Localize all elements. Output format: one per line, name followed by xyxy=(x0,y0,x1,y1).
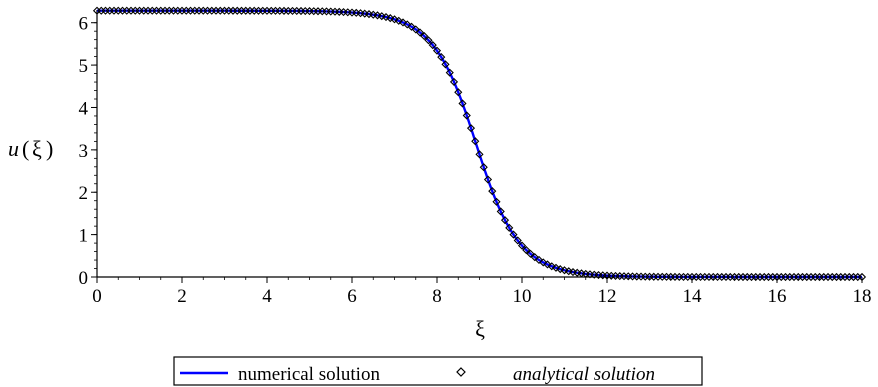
series-numerical-line xyxy=(97,9,862,279)
x-tick-label: 10 xyxy=(513,286,532,307)
x-tick-label: 4 xyxy=(262,286,272,307)
series-analytical-point xyxy=(437,53,446,62)
legend: numerical solution analytical solution xyxy=(173,356,703,386)
series-analytical-point xyxy=(394,16,403,25)
series-analytical-point xyxy=(398,18,408,27)
series-analytical-point xyxy=(488,187,497,196)
legend-label-analytical: analytical solution xyxy=(513,364,655,385)
y-tick-label: 5 xyxy=(79,56,89,77)
series-analytical-point xyxy=(475,150,484,159)
x-tick-label: 18 xyxy=(853,286,872,307)
series-analytical-point xyxy=(534,255,544,265)
y-tick-label: 4 xyxy=(79,98,89,119)
series-analytical-point xyxy=(449,77,459,87)
y-tick-label: 6 xyxy=(79,14,89,35)
series-analytical-point xyxy=(441,60,450,69)
series-analytical-point xyxy=(560,266,569,275)
series-analytical-point xyxy=(411,25,420,34)
legend-box xyxy=(173,356,703,386)
series-analytical-point xyxy=(428,41,437,50)
series-analytical-point xyxy=(407,22,416,31)
x-tick-label: 6 xyxy=(347,286,357,307)
series-analytical-point xyxy=(505,223,514,232)
series-analytical-point xyxy=(415,28,425,37)
series-analytical-point xyxy=(530,253,539,262)
series-analytical-point xyxy=(432,46,442,55)
x-axis-title: ξ xyxy=(475,316,485,341)
y-tick-label: 1 xyxy=(79,226,89,247)
series-analytical-point xyxy=(403,20,412,29)
series-analytical-point xyxy=(517,241,527,250)
x-tick-label: 2 xyxy=(177,286,187,307)
series-analytical-point xyxy=(547,262,556,271)
y-axis-title-var: ξ xyxy=(32,136,42,161)
legend-label-numerical: numerical solution xyxy=(238,364,380,385)
y-axis-title-func: u xyxy=(8,136,19,161)
series-analytical-point xyxy=(539,258,548,267)
series-analytical-point xyxy=(500,216,510,225)
y-tick-label: 2 xyxy=(79,183,89,204)
series-analytical-point xyxy=(420,32,429,41)
series-analytical-point xyxy=(462,111,471,120)
series-analytical-point xyxy=(381,12,391,22)
y-axis-title-open: ( xyxy=(22,136,29,161)
y-axis-title: u ( ξ ) xyxy=(8,136,53,161)
series-analytical-point xyxy=(526,249,535,258)
series-analytical-point xyxy=(551,263,561,272)
series-analytical-point xyxy=(479,163,488,172)
series-analytical-point xyxy=(458,99,467,108)
series-analytical-point xyxy=(509,230,518,239)
series-analytical-point xyxy=(483,175,493,184)
y-tick-label: 0 xyxy=(79,268,89,289)
series-analytical-point xyxy=(471,137,480,146)
x-tick-label: 14 xyxy=(683,286,703,307)
series-analytical-point xyxy=(386,14,395,23)
x-tick-label: 8 xyxy=(432,286,442,307)
legend-diamond-swatch xyxy=(456,367,466,377)
series-analytical-point xyxy=(492,197,501,206)
series-analytical-point xyxy=(513,236,522,245)
series-analytical-point xyxy=(543,260,552,269)
series-analytical-point xyxy=(454,88,463,97)
series-analytical-point xyxy=(424,36,433,45)
series-analytical-point xyxy=(556,265,565,274)
series-analytical-point xyxy=(445,68,454,77)
series-analytical-point xyxy=(466,124,476,133)
x-tick-label: 0 xyxy=(92,286,102,307)
x-tick-label: 12 xyxy=(598,286,617,307)
series-analytical-point xyxy=(522,245,531,255)
series-analytical-point xyxy=(857,272,867,282)
y-tick-label: 3 xyxy=(79,141,89,162)
series-analytical-point xyxy=(496,207,505,216)
series-analytical-point xyxy=(390,15,399,24)
x-tick-label: 16 xyxy=(768,286,787,307)
y-axis-title-close: ) xyxy=(46,136,53,161)
